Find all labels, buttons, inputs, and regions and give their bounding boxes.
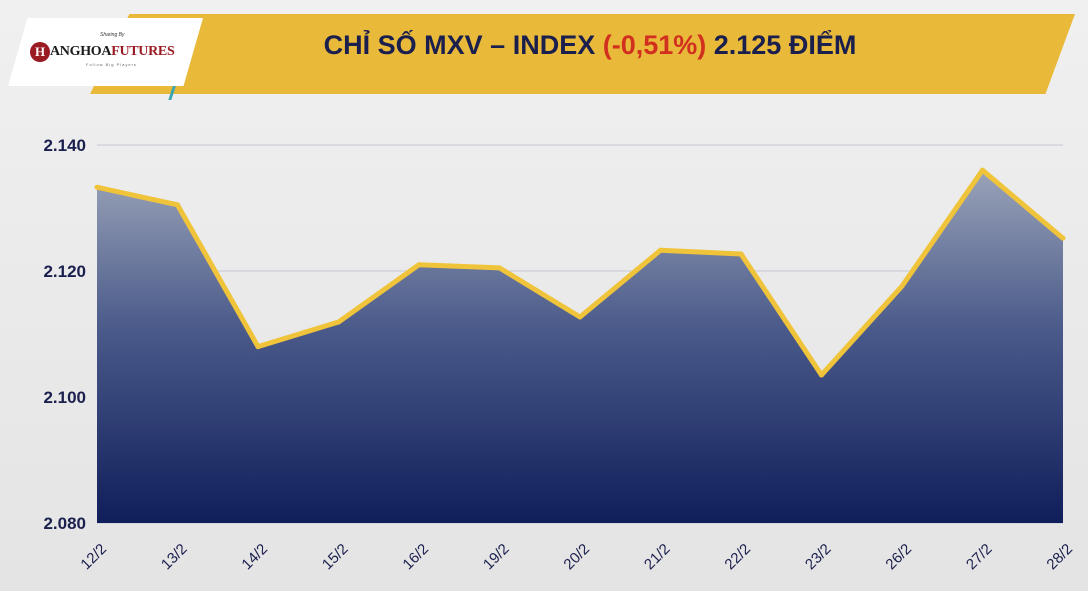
y-tick-label: 2.140 (43, 136, 86, 155)
y-tick-label: 2.120 (43, 262, 86, 281)
area-fill (97, 170, 1063, 523)
logo: Sharing By H ANGHOAFUTURES Follow Big Pl… (8, 18, 203, 86)
data-point (658, 247, 663, 253)
x-tick-label: 19/2 (480, 540, 513, 573)
data-point (1060, 235, 1066, 241)
data-point (738, 251, 744, 257)
logo-name: ANGHOAFUTURES (50, 44, 175, 59)
logo-mark-icon: H (30, 42, 50, 62)
x-tick-label: 22/2 (721, 540, 754, 573)
logo-tagline: Follow Big Players (86, 62, 137, 67)
data-point (416, 262, 422, 268)
data-point (94, 184, 100, 190)
change-percent: (-0,51%) (602, 30, 707, 60)
data-point (899, 283, 905, 289)
title-banner (90, 14, 1075, 94)
y-tick-label: 2.080 (43, 514, 86, 533)
x-tick-label: 27/2 (963, 540, 996, 573)
x-tick-label: 20/2 (560, 540, 593, 573)
y-tick-label: 2.100 (43, 388, 86, 407)
logo-sharing: Sharing By (100, 32, 125, 38)
x-tick-label: 15/2 (319, 540, 352, 573)
data-point (980, 167, 985, 173)
x-tick-label: 14/2 (238, 540, 271, 573)
x-tick-label: 28/2 (1043, 540, 1076, 573)
data-point (497, 265, 502, 271)
data-point (577, 314, 583, 320)
x-tick-label: 12/2 (77, 540, 110, 573)
x-tick-label: 13/2 (158, 540, 191, 573)
x-tick-label: 21/2 (641, 540, 674, 573)
data-point (175, 202, 180, 208)
x-tick-label: 26/2 (882, 540, 915, 573)
data-point (336, 319, 341, 325)
data-point (819, 372, 824, 378)
data-point (255, 344, 261, 350)
x-tick-label: 16/2 (399, 540, 432, 573)
x-tick-label: 23/2 (802, 540, 835, 573)
page-title: CHỈ SỐ MXV – INDEX (-0,51%) 2.125 ĐIỂM (323, 30, 857, 60)
